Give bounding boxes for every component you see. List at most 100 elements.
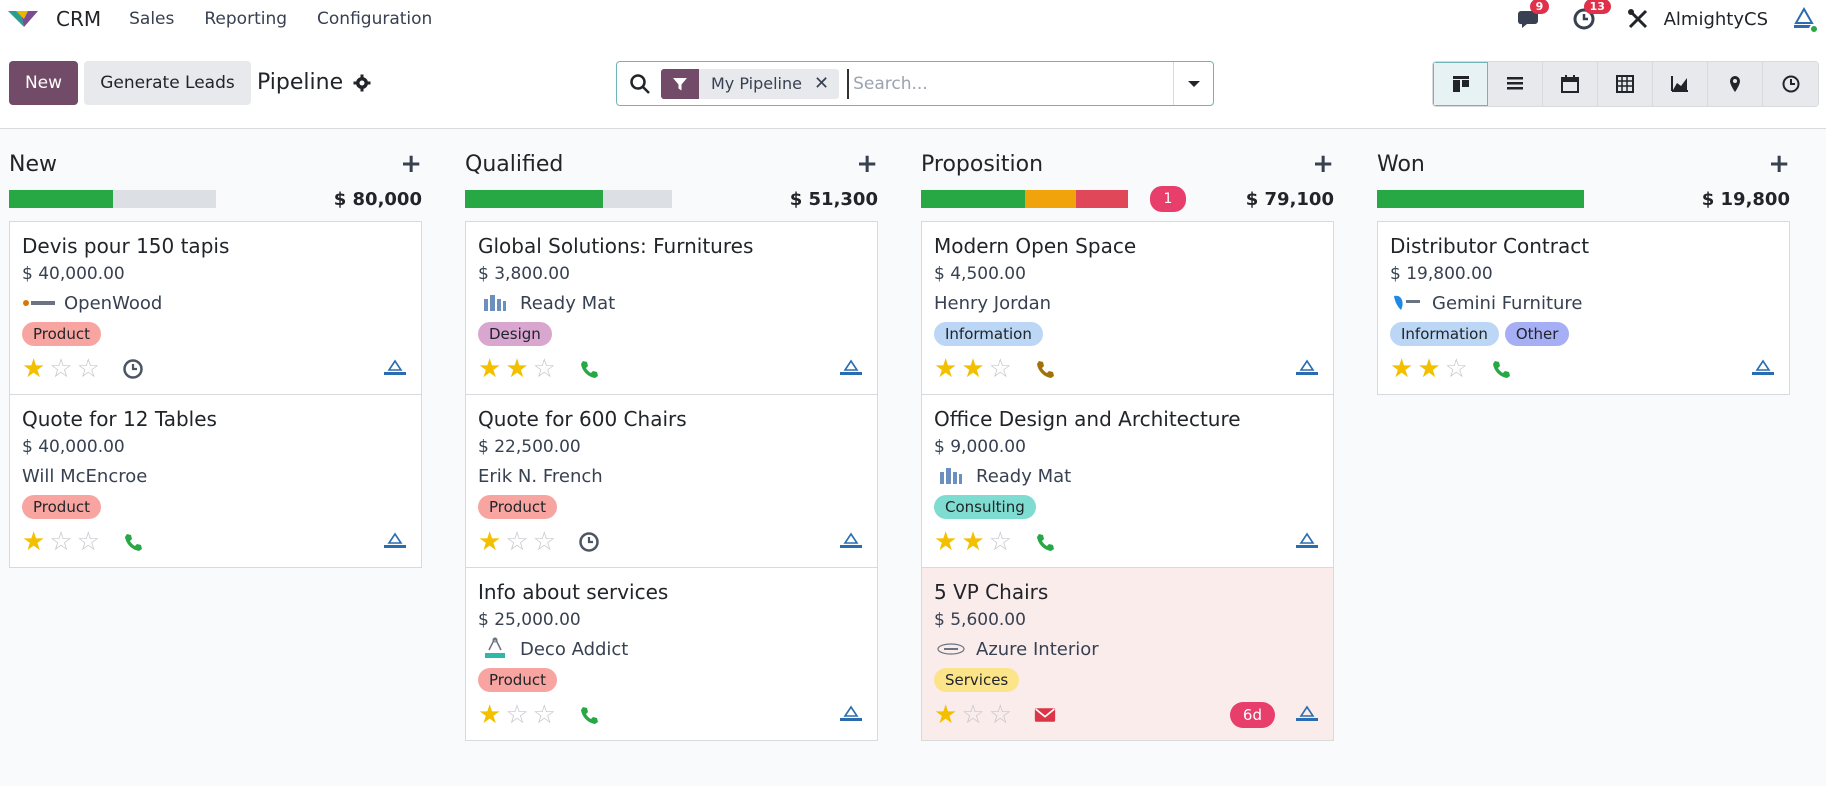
kanban-view-button[interactable] bbox=[1433, 62, 1488, 106]
kanban-card[interactable]: Office Design and Architecture $ 9,000.0… bbox=[921, 394, 1334, 568]
kanban-card[interactable]: Modern Open Space $ 4,500.00 Henry Jorda… bbox=[921, 221, 1334, 395]
progress-segment[interactable] bbox=[1076, 190, 1128, 208]
priority-star-icon[interactable]: ☆ bbox=[1444, 354, 1468, 384]
menu-configuration[interactable]: Configuration bbox=[317, 9, 433, 29]
priority-star-icon[interactable]: ★ bbox=[22, 354, 46, 384]
kanban-card[interactable]: Info about services $ 25,000.00 Deco Add… bbox=[465, 567, 878, 741]
salesperson-avatar-icon[interactable] bbox=[1293, 705, 1321, 725]
quick-create-plus-icon[interactable]: + bbox=[1768, 149, 1790, 179]
progress-bar[interactable] bbox=[921, 190, 1128, 208]
menu-sales[interactable]: Sales bbox=[129, 9, 175, 29]
kanban-card[interactable]: Devis pour 150 tapis $ 40,000.00 OpenWoo… bbox=[9, 221, 422, 395]
kanban-card[interactable]: 5 VP Chairs $ 5,600.00 Azure Interior Se… bbox=[921, 567, 1334, 741]
priority-star-icon[interactable]: ☆ bbox=[76, 354, 100, 384]
company-name[interactable]: AlmightyCS bbox=[1663, 8, 1768, 30]
progress-segment[interactable] bbox=[9, 190, 113, 208]
priority-star-icon[interactable]: ★ bbox=[505, 354, 529, 384]
search-options-toggle[interactable] bbox=[1173, 62, 1213, 105]
priority-star-icon[interactable]: ★ bbox=[478, 354, 502, 384]
priority-star-icon[interactable]: ★ bbox=[1390, 354, 1414, 384]
gear-icon[interactable] bbox=[353, 74, 371, 92]
progress-segment[interactable] bbox=[921, 190, 1025, 208]
salesperson-avatar-icon[interactable] bbox=[837, 359, 865, 379]
app-name[interactable]: CRM bbox=[56, 7, 102, 31]
kanban-column-proposition: Proposition +1 $ 79,100 Modern Open Space… bbox=[921, 129, 1334, 741]
search-icon[interactable] bbox=[629, 73, 651, 95]
search-input[interactable] bbox=[847, 68, 1173, 99]
activity-view-button[interactable] bbox=[1763, 62, 1818, 106]
crm-logo-icon[interactable] bbox=[6, 7, 40, 31]
map-view-button[interactable] bbox=[1708, 62, 1763, 106]
column-title[interactable]: Proposition bbox=[921, 151, 1044, 177]
kanban-card[interactable]: Quote for 600 Chairs $ 22,500.00 Erik N.… bbox=[465, 394, 878, 568]
kanban-card[interactable]: Global Solutions: Furnitures $ 3,800.00 … bbox=[465, 221, 878, 395]
kanban-icon bbox=[1452, 76, 1469, 92]
priority-star-icon[interactable]: ☆ bbox=[49, 527, 73, 557]
envelope-icon[interactable] bbox=[1034, 704, 1056, 726]
progress-bar[interactable] bbox=[1377, 190, 1584, 208]
priority-star-icon[interactable]: ☆ bbox=[505, 700, 529, 730]
priority-star-icon[interactable]: ☆ bbox=[988, 354, 1012, 384]
priority-star-icon[interactable]: ☆ bbox=[532, 527, 556, 557]
pivot-view-button[interactable] bbox=[1598, 62, 1653, 106]
priority-star-icon[interactable]: ☆ bbox=[988, 700, 1012, 730]
clock-icon[interactable] bbox=[122, 358, 144, 380]
salesperson-avatar-icon[interactable] bbox=[837, 705, 865, 725]
salesperson-avatar-icon[interactable] bbox=[1293, 359, 1321, 379]
priority-star-icon[interactable]: ★ bbox=[961, 527, 985, 557]
priority-star-icon[interactable]: ☆ bbox=[505, 527, 529, 557]
priority-star-icon[interactable]: ☆ bbox=[49, 354, 73, 384]
progress-bar[interactable] bbox=[9, 190, 216, 208]
progress-segment[interactable] bbox=[1377, 190, 1584, 208]
user-avatar[interactable] bbox=[1792, 6, 1819, 34]
salesperson-avatar-icon[interactable] bbox=[1749, 359, 1777, 379]
generate-leads-button[interactable]: Generate Leads bbox=[84, 61, 251, 105]
salesperson-avatar-icon[interactable] bbox=[381, 532, 409, 552]
priority-star-icon[interactable]: ★ bbox=[934, 354, 958, 384]
messages-button[interactable]: 9 bbox=[1516, 0, 1550, 33]
priority-star-icon[interactable]: ★ bbox=[1417, 354, 1441, 384]
progress-segment[interactable] bbox=[1024, 190, 1077, 208]
priority-star-icon[interactable]: ☆ bbox=[988, 527, 1012, 557]
priority-star-icon[interactable]: ☆ bbox=[532, 700, 556, 730]
phone-icon[interactable] bbox=[578, 358, 600, 380]
priority-star-icon[interactable]: ★ bbox=[478, 700, 502, 730]
progress-segment[interactable] bbox=[465, 190, 604, 208]
column-title[interactable]: Qualified bbox=[465, 151, 564, 177]
salesperson-avatar-icon[interactable] bbox=[837, 532, 865, 552]
phone-icon[interactable] bbox=[122, 531, 144, 553]
salesperson-avatar-icon[interactable] bbox=[381, 359, 409, 379]
quick-create-plus-icon[interactable]: + bbox=[1312, 149, 1334, 179]
phone-icon[interactable] bbox=[578, 704, 600, 726]
priority-star-icon[interactable]: ☆ bbox=[961, 700, 985, 730]
phone-icon[interactable] bbox=[1490, 358, 1512, 380]
quick-create-plus-icon[interactable]: + bbox=[856, 149, 878, 179]
priority-star-icon[interactable]: ★ bbox=[22, 527, 46, 557]
priority-star-icon[interactable]: ☆ bbox=[532, 354, 556, 384]
phone-warning-icon[interactable] bbox=[1034, 358, 1056, 380]
column-count-badge[interactable]: 1 bbox=[1150, 186, 1186, 212]
priority-star-icon[interactable]: ★ bbox=[934, 700, 958, 730]
priority-star-icon[interactable]: ★ bbox=[478, 527, 502, 557]
column-title[interactable]: Won bbox=[1377, 151, 1425, 177]
menu-reporting[interactable]: Reporting bbox=[204, 9, 288, 29]
column-title[interactable]: New bbox=[9, 151, 57, 177]
kanban-card[interactable]: Distributor Contract $ 19,800.00 Gemini … bbox=[1377, 221, 1790, 395]
priority-star-icon[interactable]: ★ bbox=[961, 354, 985, 384]
salesperson-avatar-icon[interactable] bbox=[1293, 532, 1321, 552]
kanban-card[interactable]: Quote for 12 Tables $ 40,000.00 Will McE… bbox=[9, 394, 422, 568]
new-button[interactable]: New bbox=[9, 61, 78, 105]
column-header: Won + bbox=[1377, 145, 1790, 183]
calendar-view-button[interactable] bbox=[1543, 62, 1598, 106]
phone-icon[interactable] bbox=[1034, 531, 1056, 553]
tools-button[interactable] bbox=[1624, 5, 1652, 33]
remove-facet-close-icon[interactable]: ✕ bbox=[813, 73, 830, 94]
quick-create-plus-icon[interactable]: + bbox=[400, 149, 422, 179]
progress-bar[interactable] bbox=[465, 190, 672, 208]
activities-button[interactable]: 13 bbox=[1570, 0, 1611, 33]
list-view-button[interactable] bbox=[1488, 62, 1543, 106]
clock-icon[interactable] bbox=[578, 531, 600, 553]
priority-star-icon[interactable]: ☆ bbox=[76, 527, 100, 557]
priority-star-icon[interactable]: ★ bbox=[934, 527, 958, 557]
graph-view-button[interactable] bbox=[1653, 62, 1708, 106]
